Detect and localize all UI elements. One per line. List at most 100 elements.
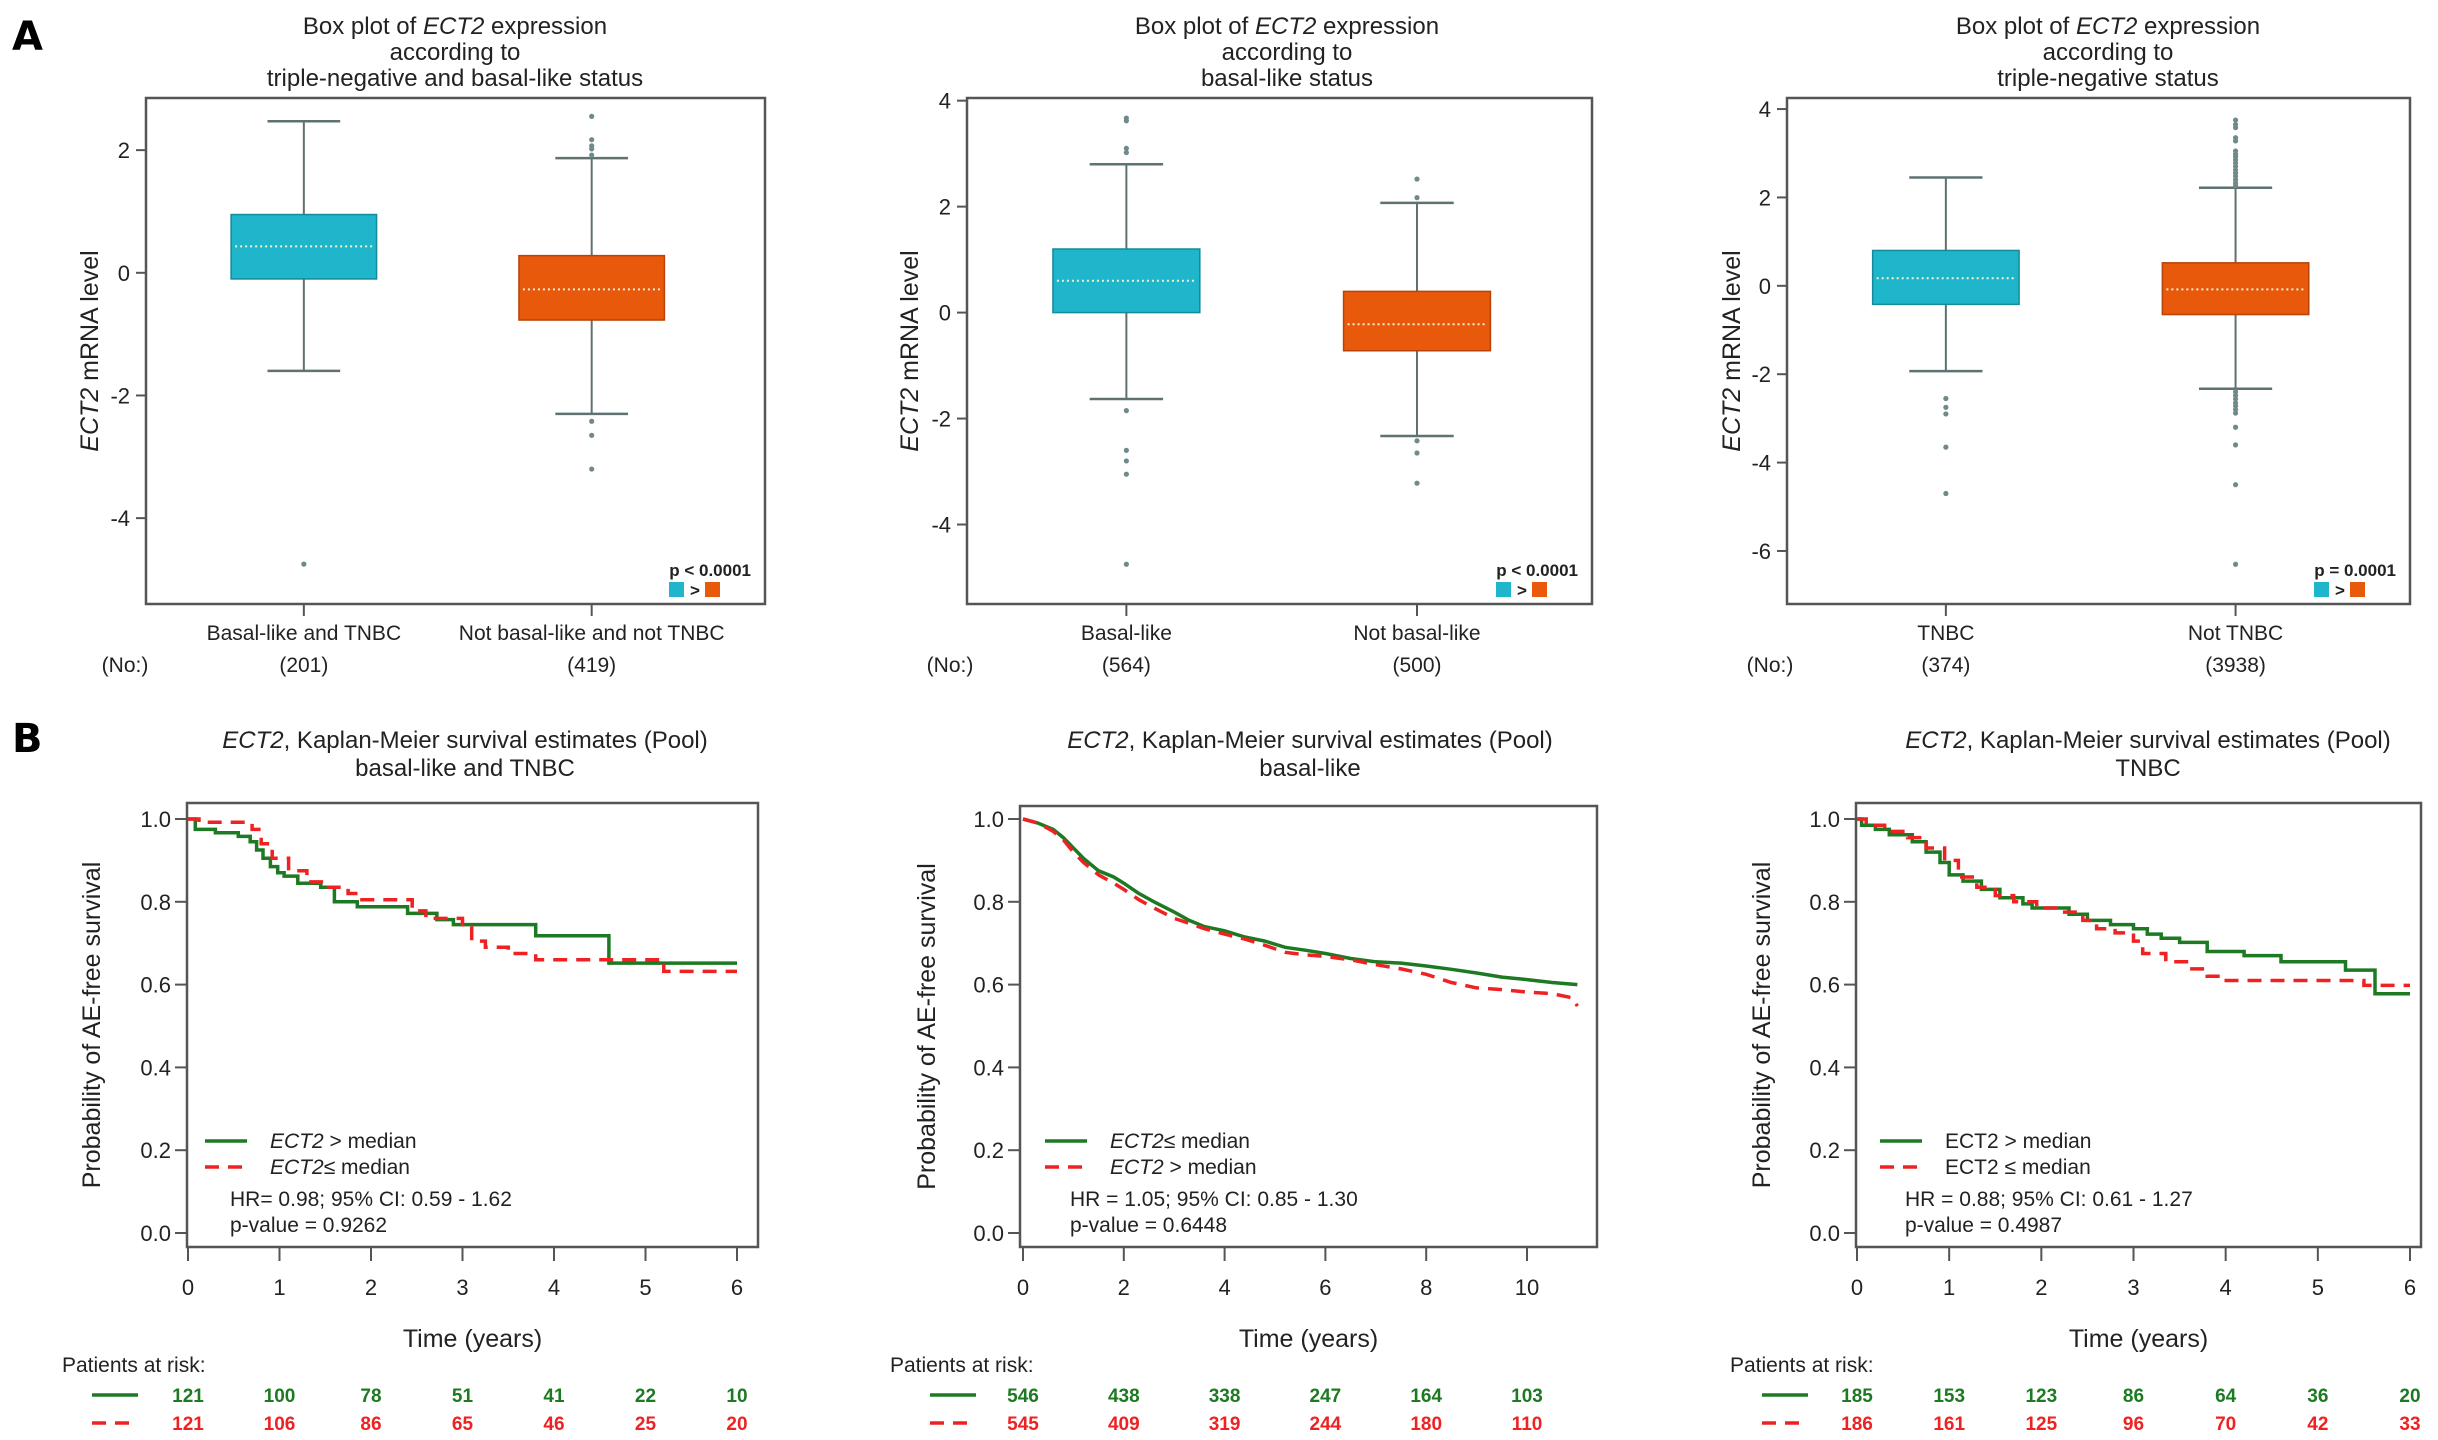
outlier-point <box>1943 444 1949 450</box>
comparison-sign: > <box>690 581 700 600</box>
risk-table-label: Patients at risk: <box>62 1354 206 1377</box>
y-tick-label: 0.4 <box>140 1055 171 1080</box>
text-run: ECT2 <box>222 727 283 754</box>
risk-count: 247 <box>1310 1386 1342 1407</box>
x-axis-title: Time (years) <box>403 1325 542 1353</box>
outlier-point <box>2232 125 2239 131</box>
text-run: according to <box>1222 39 1353 66</box>
km-tnbc: ECT2, Kaplan-Meier survival estimates (P… <box>1730 727 2423 1435</box>
y-tick-label: -6 <box>1751 539 1771 564</box>
legend-swatch-group2 <box>1532 582 1547 597</box>
text-run: triple-negative and basal-like status <box>267 65 643 92</box>
outlier-point <box>1123 145 1129 151</box>
plot-frame <box>144 96 767 606</box>
chart-title-line: basal-like <box>1259 755 1360 782</box>
risk-count: 22 <box>635 1386 656 1407</box>
text-run: mRNA level <box>76 250 104 388</box>
text-run: ECT2 <box>896 388 924 452</box>
outlier-point <box>2232 396 2239 402</box>
text-run: ECT2 ≤ median <box>1945 1156 2091 1179</box>
box-group: Basal-like (564) <box>1052 115 1201 677</box>
text-run: ECT2 <box>1110 1156 1164 1179</box>
x-tick-label: 5 <box>639 1275 651 1300</box>
risk-count: 86 <box>360 1414 381 1435</box>
text-run: ≤ median <box>324 1156 410 1179</box>
y-tick-label: 0.2 <box>140 1138 171 1163</box>
x-tick-label: 2 <box>365 1275 377 1300</box>
outlier-point <box>1123 408 1129 414</box>
text-run: ECT2 <box>270 1130 324 1153</box>
p-value-text: p-value = 0.6448 <box>1070 1214 1227 1237</box>
text-run: according to <box>2043 39 2174 66</box>
risk-count: 438 <box>1108 1386 1140 1407</box>
y-tick-label: 0.8 <box>1809 890 1840 915</box>
category-label: Not TNBC <box>2188 622 2283 645</box>
x-tick-label: 4 <box>2220 1275 2232 1300</box>
x-tick-label: 10 <box>1515 1275 1539 1300</box>
risk-count: 100 <box>264 1386 296 1407</box>
outlier-point <box>2232 182 2239 189</box>
y-tick-label: -4 <box>931 513 951 538</box>
x-tick-label: 1 <box>273 1275 285 1300</box>
text-run: basal-like status <box>1201 65 1373 92</box>
risk-count: 121 <box>172 1414 204 1435</box>
legend-label: ECT2≤ median <box>1110 1130 1250 1153</box>
y-tick-label: -2 <box>931 407 951 432</box>
risk-count: 103 <box>1511 1386 1543 1407</box>
risk-count: 65 <box>452 1414 474 1435</box>
box-iqr <box>230 213 378 280</box>
x-axis-title: Time (years) <box>2069 1325 2208 1353</box>
x-tick-label: 0 <box>1017 1275 1029 1300</box>
y-tick-label: 0.6 <box>973 973 1004 998</box>
risk-count: 33 <box>2399 1414 2420 1435</box>
y-tick-label: 1.0 <box>140 807 171 832</box>
plot-frame <box>1785 96 2412 606</box>
risk-count: 51 <box>452 1386 474 1407</box>
risk-count: 185 <box>1841 1386 1873 1407</box>
chart-title-line: Box plot of ECT2 expression <box>1956 13 2260 40</box>
km-basal-tnbc: ECT2, Kaplan-Meier survival estimates (P… <box>62 727 760 1435</box>
category-label: Not basal-like and not TNBC <box>459 622 725 645</box>
text-run: ECT2 <box>1905 727 1966 754</box>
text-run: basal-like and TNBC <box>355 755 575 782</box>
text-run: triple-negative status <box>1997 65 2218 92</box>
risk-table-label: Patients at risk: <box>890 1354 1034 1377</box>
y-tick-label: 0 <box>118 261 130 286</box>
plot-frame <box>1018 804 1599 1249</box>
box-group: TNBC (374) <box>1871 176 2020 677</box>
risk-count: 125 <box>2025 1414 2057 1435</box>
outlier-point <box>1123 458 1129 464</box>
y-tick-label: 2 <box>1759 185 1771 210</box>
chart-title-line: triple-negative and basal-like status <box>267 65 643 92</box>
chart-title-line: basal-like status <box>1201 65 1373 92</box>
risk-count: 338 <box>1209 1386 1241 1407</box>
risk-count: 42 <box>2307 1414 2328 1435</box>
text-run: ECT2 <box>1718 388 1746 452</box>
y-tick-label: 0.0 <box>1809 1221 1840 1246</box>
text-run: expression <box>1316 13 1439 40</box>
x-tick-label: 6 <box>731 1275 743 1300</box>
legend-swatch-group1 <box>1496 582 1511 597</box>
legend-swatch-group1 <box>669 582 684 597</box>
hazard-ratio-text: HR = 1.05; 95% CI: 0.85 - 1.30 <box>1070 1188 1358 1211</box>
y-tick-label: 0 <box>1759 274 1771 299</box>
outlier-point <box>589 418 595 424</box>
y-tick-label: 0.0 <box>140 1221 171 1246</box>
legend-swatch-group2 <box>705 582 720 597</box>
chart-title-line: ECT2, Kaplan-Meier survival estimates (P… <box>1067 727 1553 754</box>
category-label: Basal-like <box>1081 622 1172 645</box>
km-curve-solid <box>188 817 737 965</box>
plot-frame <box>1854 801 2423 1249</box>
box-group: Not basal-like (500) <box>1342 176 1492 677</box>
text-run: expression <box>2137 13 2260 40</box>
outlier-point <box>589 137 595 143</box>
y-tick-label: 0.6 <box>1809 973 1840 998</box>
risk-count: 20 <box>726 1414 747 1435</box>
y-axis-title: Probability of AE-free survival <box>78 862 106 1189</box>
x-tick-label: 5 <box>2312 1275 2324 1300</box>
risk-count: 96 <box>2123 1414 2144 1435</box>
risk-count: 123 <box>2025 1386 2057 1407</box>
y-tick-label: 0.4 <box>1809 1055 1840 1080</box>
